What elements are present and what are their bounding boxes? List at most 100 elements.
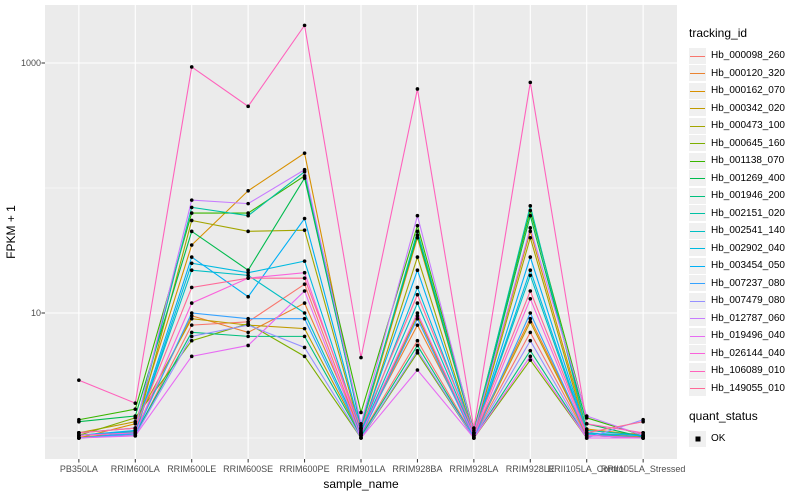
data-point (189, 205, 194, 210)
data-point (302, 311, 307, 315)
data-point (77, 419, 81, 424)
data-point (528, 208, 533, 213)
data-point (302, 345, 307, 350)
data-point (528, 354, 533, 359)
line-swatch-icon (690, 160, 705, 162)
data-point (528, 268, 533, 272)
data-point (415, 343, 420, 348)
data-point (584, 414, 589, 418)
data-point (415, 368, 420, 372)
legend-key-box (689, 117, 706, 134)
legend-item-label: Hb_019496_040 (711, 330, 785, 342)
data-point (189, 268, 194, 272)
legend-item: Hb_001946_200 (689, 187, 797, 205)
data-point (359, 436, 363, 440)
data-point (189, 198, 194, 202)
legend-key-box (689, 310, 706, 327)
y-axis-title: FPKM + 1 (4, 205, 18, 259)
data-point (584, 421, 589, 426)
data-point (359, 410, 363, 415)
data-point (302, 259, 307, 263)
data-point (528, 311, 533, 315)
legend-key-box (689, 100, 706, 117)
legend-key-box (689, 257, 706, 274)
data-point (528, 289, 533, 293)
data-point (246, 188, 250, 193)
data-point (528, 320, 533, 324)
legend-item: Hb_001269_400 (689, 170, 797, 188)
data-point (415, 338, 420, 343)
x-tick-label: RRIM600LE (167, 464, 217, 474)
line-swatch-icon (690, 300, 705, 302)
data-point (246, 330, 250, 335)
data-point (189, 218, 194, 223)
legend-item: Hb_002902_040 (689, 240, 797, 258)
legend-key-box (689, 187, 706, 204)
data-point (133, 401, 138, 405)
line-swatch-icon (690, 283, 705, 285)
data-point (528, 316, 533, 321)
data-point (133, 426, 138, 430)
data-point (189, 285, 194, 290)
legend-item: Hb_149055_010 (689, 380, 797, 398)
legend-item-label: Hb_149055_010 (711, 382, 785, 394)
legend-key-box (689, 135, 706, 152)
legend-item-label: Hb_001138_070 (711, 155, 785, 167)
data-point (528, 213, 533, 218)
y-tick-label: 1000 (20, 58, 41, 68)
legend-key-box (689, 205, 706, 222)
line-swatch-icon (690, 90, 705, 92)
data-point (415, 268, 420, 272)
data-point (189, 255, 194, 259)
legend-item: Hb_000098_260 (689, 47, 797, 65)
data-point (246, 323, 250, 327)
data-point (415, 301, 420, 305)
legend-item-label: Hb_007479_080 (711, 295, 785, 307)
legend-item-label: Hb_001946_200 (711, 190, 785, 202)
data-point (246, 211, 250, 215)
data-point (302, 176, 307, 180)
x-tick-label: RRIM600SE (223, 464, 274, 474)
legend-key-box (689, 152, 706, 169)
legend-item-label: OK (711, 433, 726, 445)
line-swatch-icon (690, 73, 705, 75)
line-swatch-icon (690, 265, 705, 267)
data-point (359, 355, 363, 360)
y-tick-label: 10 (30, 308, 41, 318)
data-point (528, 348, 533, 353)
legend-title-quant-status: quant_status (689, 409, 758, 423)
legend-item-label: Hb_000342_020 (711, 102, 785, 114)
data-point (302, 23, 307, 28)
legend-item: Hb_019496_040 (689, 327, 797, 345)
legend-key-box (689, 327, 706, 344)
data-point (528, 358, 533, 362)
data-point (415, 223, 420, 228)
legend-item-label: Hb_001269_400 (711, 172, 785, 184)
legend-item-label: Hb_002151_020 (711, 207, 785, 219)
data-point (415, 285, 420, 290)
x-tick-label: PB350LA (59, 464, 98, 474)
data-point (528, 330, 533, 335)
legend-key-box (689, 170, 706, 187)
legend-key-box (689, 380, 706, 397)
data-point (246, 334, 250, 339)
data-point (133, 407, 138, 411)
data-point (133, 419, 138, 424)
line-swatch-icon (690, 230, 705, 232)
legend-item: Hb_106089_010 (689, 362, 797, 380)
data-point (584, 436, 589, 440)
data-point (302, 282, 307, 286)
legend-item-label: Hb_000645_160 (711, 137, 785, 149)
data-point (415, 87, 420, 91)
data-point (246, 201, 250, 206)
data-point (528, 226, 533, 230)
data-point (359, 421, 363, 426)
data-point (528, 338, 533, 343)
point-swatch-icon (695, 436, 700, 442)
x-axis-title: sample_name (323, 477, 399, 491)
data-point (189, 243, 194, 247)
data-point (246, 273, 250, 278)
data-point (189, 334, 194, 339)
legend-item: Hb_001138_070 (689, 152, 797, 170)
line-swatch-icon (690, 248, 705, 250)
